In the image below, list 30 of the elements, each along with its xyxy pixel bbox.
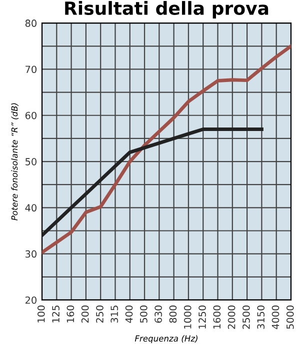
x-tick-label: 800 <box>169 305 177 323</box>
x-tick-label: 315 <box>110 306 118 323</box>
x-tick-label: 200 <box>81 305 89 323</box>
x-tick-label: 3150 <box>257 305 265 329</box>
x-tick-label: 5000 <box>286 305 294 329</box>
x-tick-label: 630 <box>154 305 162 323</box>
x-tick-label: 400 <box>125 305 133 323</box>
x-tick-label: 4000 <box>272 305 280 330</box>
x-axis-title: Frequenza (Hz) <box>134 335 198 344</box>
x-tick-label: 2500 <box>242 305 250 329</box>
y-tick-label: 80 <box>25 20 36 27</box>
y-tick-label: 50 <box>26 158 36 166</box>
y-tick-label: 40 <box>25 204 36 212</box>
x-tick-label: 1250 <box>198 305 206 329</box>
x-tick-label: 500 <box>140 305 148 323</box>
x-tick-label: 125 <box>52 306 60 322</box>
y-axis-title: Potere fonoisolante “R” (dB) <box>11 103 19 220</box>
line-series <box>42 127 264 238</box>
x-tick-label: 1000 <box>184 305 192 329</box>
line-series <box>42 44 291 254</box>
y-tick-label: 60 <box>25 112 36 120</box>
x-tick-label: 100 <box>37 305 45 322</box>
chart-title: Risultati della prova <box>65 1 268 18</box>
x-tick-label: 1600 <box>213 305 221 329</box>
y-tick-label: 20 <box>25 296 36 304</box>
y-tick-label: 30 <box>26 250 36 258</box>
x-tick-label: 160 <box>66 305 74 322</box>
y-tick-label: 70 <box>26 66 36 74</box>
x-tick-label: 2000 <box>228 305 236 329</box>
x-tick-label: 250 <box>96 305 104 323</box>
